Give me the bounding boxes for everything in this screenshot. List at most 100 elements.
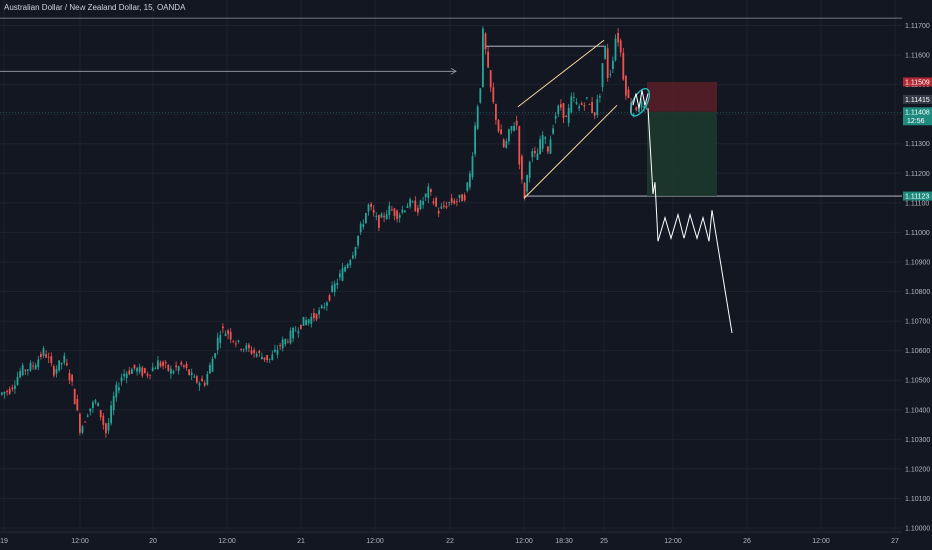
candle-body [97,402,99,407]
x-tick-label: 25 [600,538,608,545]
channel-upper [517,39,605,108]
candle-body [138,366,141,372]
candle-body [596,99,599,115]
candle-body [604,45,606,59]
candle-body [162,361,164,367]
candle-body [42,348,45,356]
candle-body [562,103,565,119]
candle-body [424,193,427,198]
candle-body [81,426,84,433]
candle-body [318,310,320,315]
candle-body [354,247,357,256]
candle-body [583,105,586,107]
candles [1,26,648,438]
candle-body [617,33,619,43]
candle-body [6,391,8,392]
candle-body [328,295,331,301]
candle-body [479,88,482,103]
candle-body [284,338,287,345]
candle-body [118,387,120,391]
candle-body [489,70,492,88]
candle-body [268,358,271,360]
candle-body [471,156,474,178]
candle-body [92,402,94,409]
candle-body [339,273,341,278]
candle-body [27,369,29,371]
candle-body [242,349,245,351]
candle-body [367,204,370,212]
candle-body [565,115,567,117]
candle-body [388,205,391,216]
candle-body [495,104,497,120]
candle-body [409,199,411,207]
y-tick-label: 1.10700 [905,319,930,326]
candle-body [45,354,47,358]
candle-body [11,387,14,390]
candle-body [378,215,380,228]
candle-body [575,102,578,104]
candle-body [159,362,162,367]
candle-body [128,370,131,375]
candle-body [214,353,216,358]
candle-body [391,209,393,211]
candle-body [557,105,560,114]
x-tick-label: 26 [743,538,751,545]
candle-body [315,313,318,320]
x-tick-label: 12:00 [515,538,533,545]
candle-body [144,368,146,373]
candle-body [632,113,635,115]
candle-body [645,107,648,109]
candle-body [573,97,575,98]
candle-body [86,415,89,417]
candle-body [89,408,92,412]
candle-body [411,201,414,203]
candle-body [609,74,612,75]
candle-body [359,223,362,233]
candle-body [300,324,302,329]
candle-body [115,384,118,398]
x-tick-label: 12:00 [664,538,682,545]
candle-body [606,48,609,78]
candle-body [372,209,375,213]
candle-body [430,189,432,192]
candle-body [164,362,167,364]
take-profit-zone [647,111,717,197]
candle-body [349,260,352,266]
candle-body [47,357,50,358]
candle-body [526,175,528,192]
candle-body [640,101,643,108]
candle-body [84,421,86,423]
candle-body [422,201,424,205]
candle-body [541,135,544,149]
candle-body [528,162,531,178]
candle-body [294,330,297,332]
y-tick-label: 1.10500 [905,378,930,385]
candle-body [68,373,71,381]
price-tag-label: 1.11415 [905,97,930,104]
candle-body [401,209,404,213]
candle-body [344,267,346,272]
candle-body [58,360,60,371]
candle-body [94,400,97,403]
candle-body [297,331,300,334]
y-tick-label: 1.10000 [905,526,930,533]
candle-body [393,208,396,216]
candle-body [266,355,268,361]
candle-body [157,360,159,370]
x-tick-label: 22 [446,538,454,545]
x-tick-label: 19 [0,538,8,545]
candle-body [513,125,515,131]
candle-body [219,335,222,343]
candle-body [458,194,461,198]
candle-body [3,391,6,394]
candle-body [305,319,307,325]
candle-body [222,326,224,329]
candle-body [336,282,339,285]
x-axis: 19 12:00 20 12:00 21 12:00 22 12:00 18:30 25 12:00… [0,538,899,545]
candle-body [141,367,144,376]
candle-body [320,305,323,309]
candle-body [14,385,16,389]
candle-body [492,87,495,103]
candle-body [177,366,180,371]
